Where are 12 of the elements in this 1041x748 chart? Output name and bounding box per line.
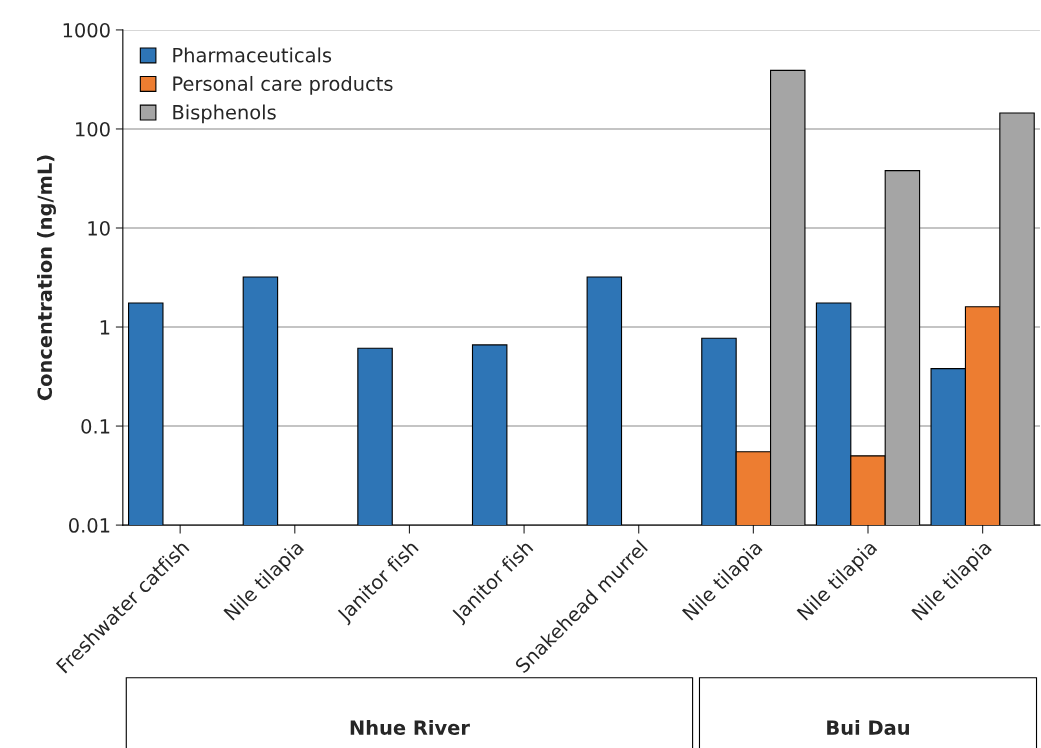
y-axis-title: Concentration (ng/mL) [37,155,56,401]
y-tick-label: 10 [88,220,110,236]
y-tick-label: 1000 [63,22,110,38]
y-tick-label: 0.1 [81,419,110,434]
y-tick-label: 1 [100,320,110,335]
legend-label: Bisphenols [173,104,276,124]
legend-label: Pharmaceuticals [173,47,332,63]
text: Bui Dau [827,719,909,735]
y-tick-label: 100 [76,121,110,137]
legend-label: Personal care products [173,75,393,95]
y-tick-label: 0.01 [69,518,110,533]
text: Nhue River [350,719,470,735]
